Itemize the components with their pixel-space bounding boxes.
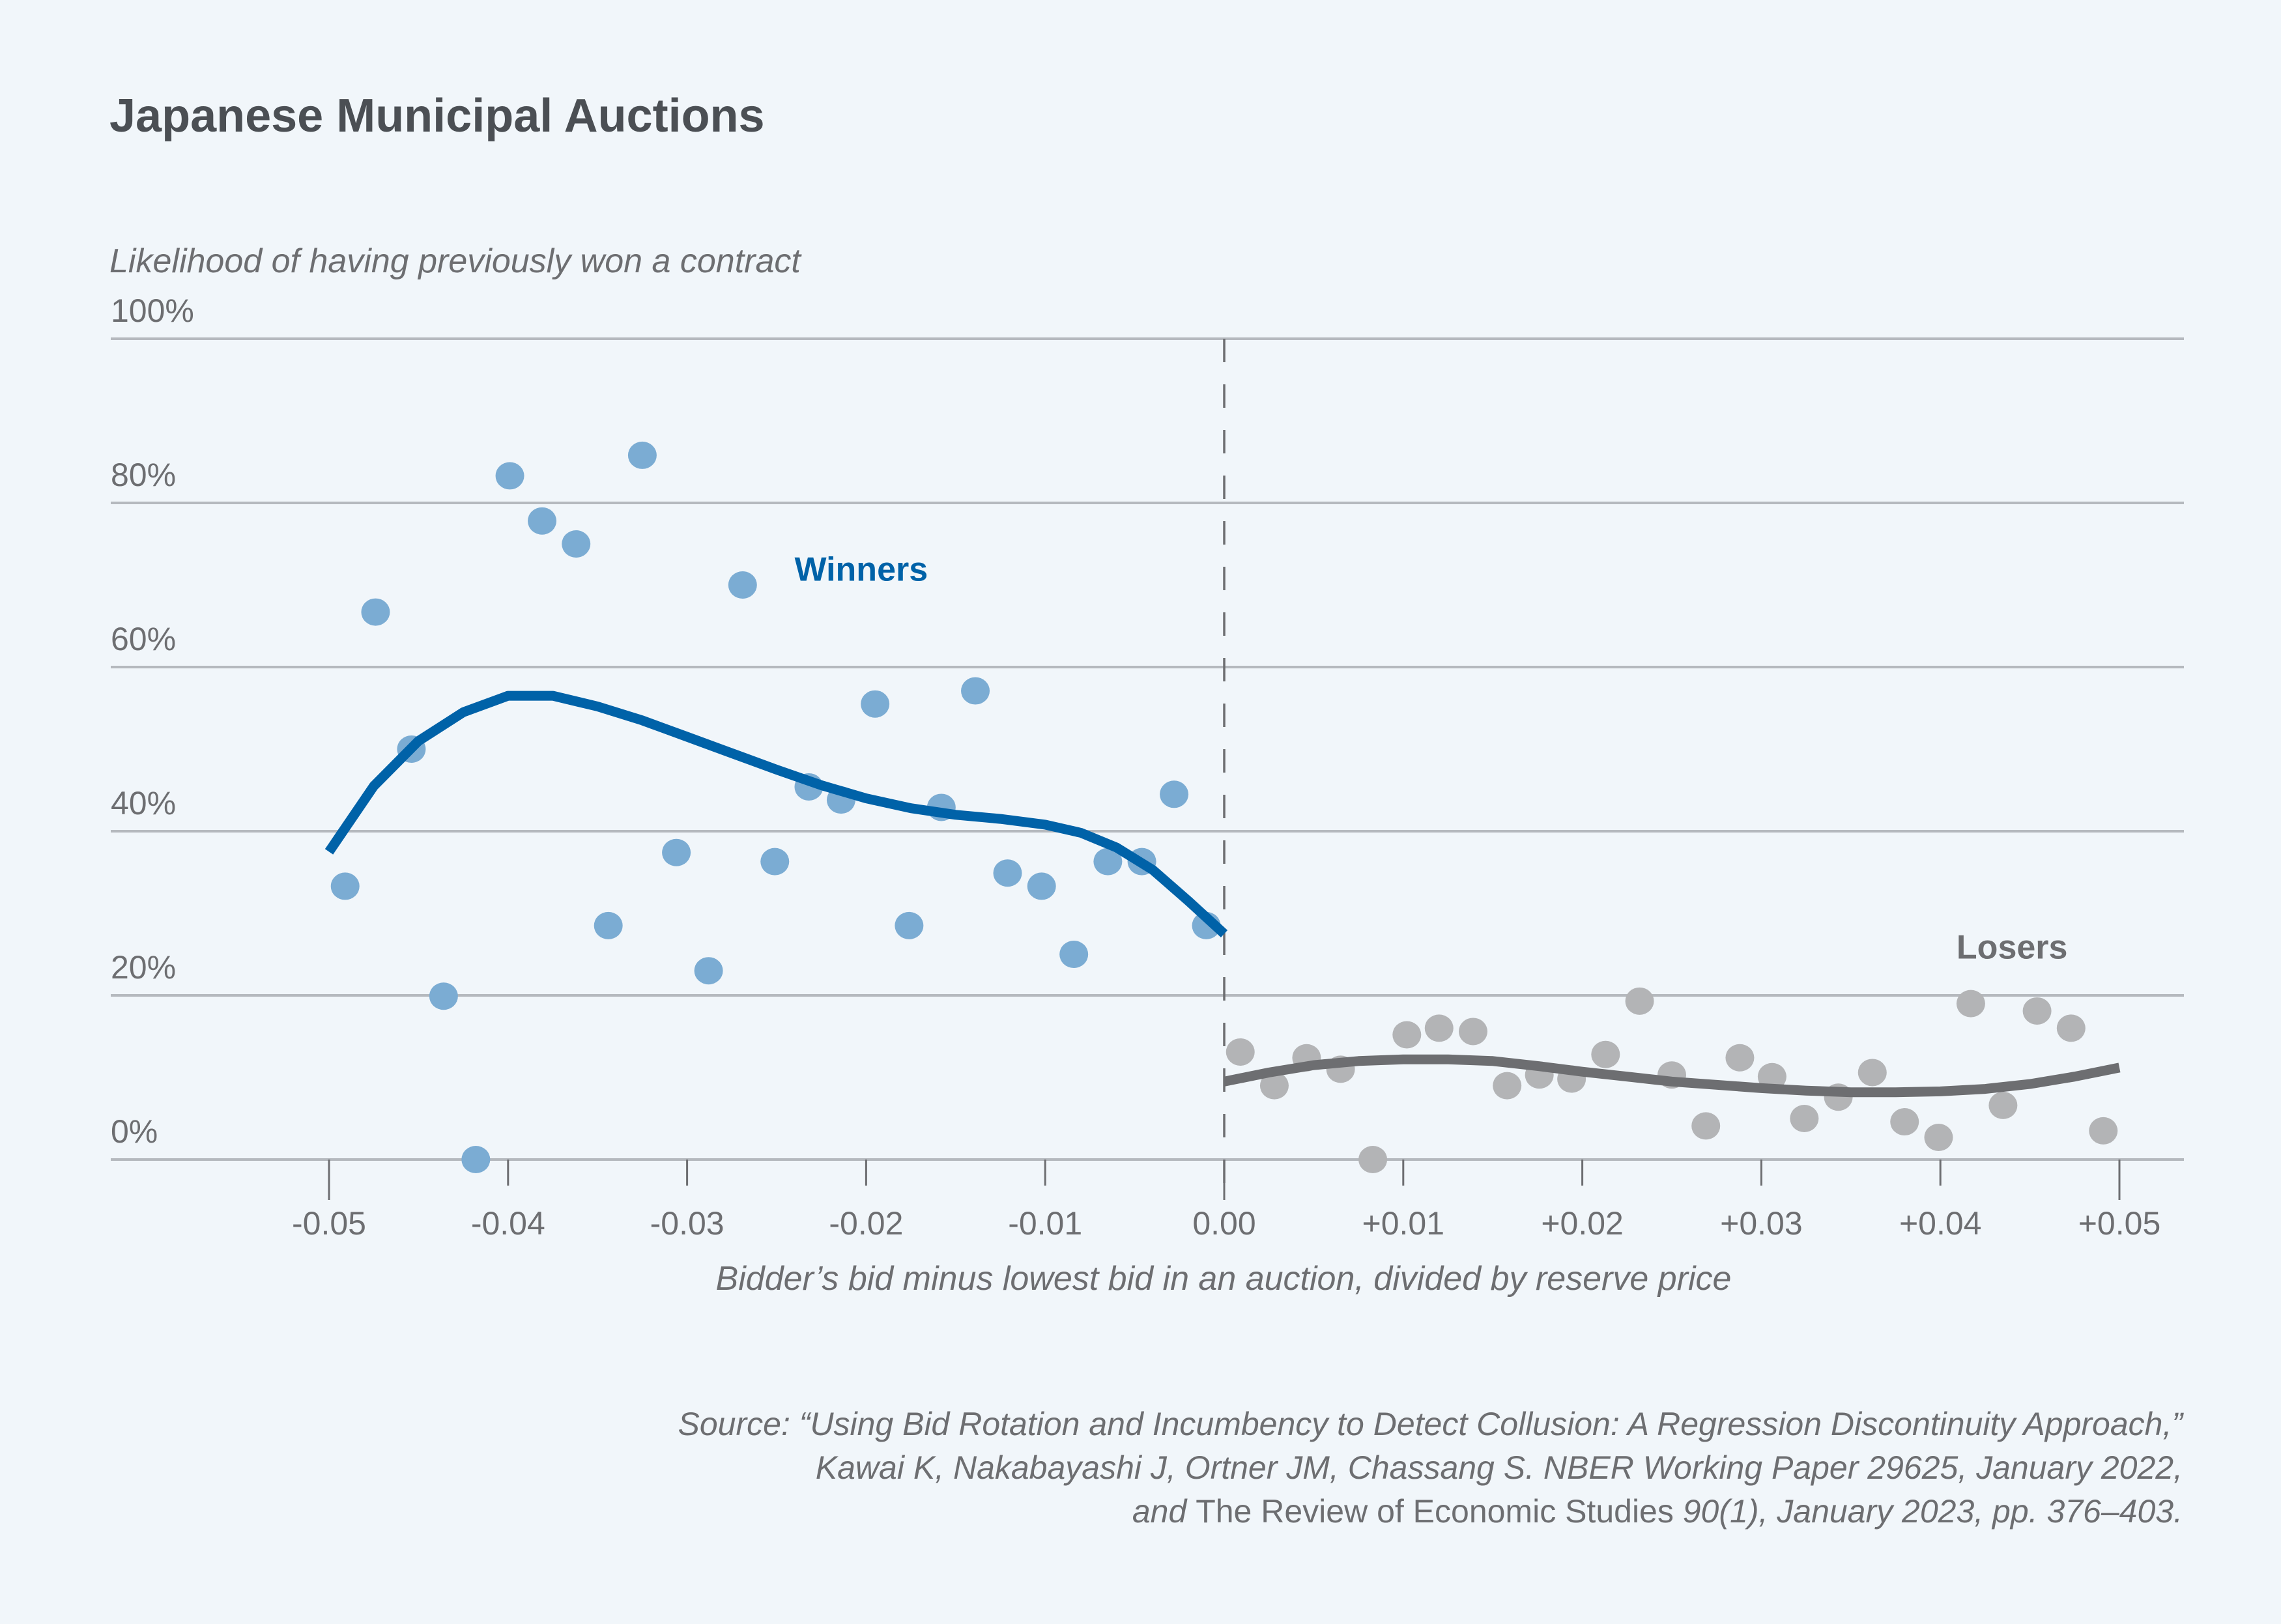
data-point xyxy=(1358,1146,1388,1173)
source-line-1: Source: “Using Bid Rotation and Incumben… xyxy=(678,1406,2185,1442)
data-point xyxy=(961,677,990,705)
data-point xyxy=(2056,1014,2086,1042)
data-point xyxy=(1424,1014,1454,1042)
data-point xyxy=(1858,1059,1887,1087)
data-point xyxy=(495,462,524,490)
chart-title: Japanese Municipal Auctions xyxy=(109,90,765,142)
fit-line-losers xyxy=(1223,1054,2121,1098)
y-tick-label: 0% xyxy=(111,1113,158,1150)
data-point xyxy=(1093,848,1123,876)
data-point xyxy=(993,859,1022,887)
data-point xyxy=(528,507,557,535)
y-axis-label: Likelihood of having previously won a co… xyxy=(109,242,802,280)
data-point xyxy=(1027,872,1056,900)
data-point xyxy=(594,911,623,939)
x-tick-label: -0.02 xyxy=(829,1205,903,1242)
fit-curves xyxy=(324,691,2121,1098)
data-point xyxy=(461,1146,491,1173)
scatter-points xyxy=(330,441,2118,1173)
data-point xyxy=(1160,780,1189,808)
series-labels: Winners Losers xyxy=(794,551,2067,967)
data-point xyxy=(429,982,458,1010)
data-point xyxy=(1924,1123,1953,1151)
fit-line-winners xyxy=(324,691,1228,938)
x-tick-label: -0.04 xyxy=(471,1205,545,1242)
x-tick-label: +0.01 xyxy=(1362,1205,1445,1242)
data-point xyxy=(1226,1038,1255,1066)
data-point xyxy=(1790,1105,1819,1132)
y-tick-label: 60% xyxy=(111,621,176,657)
x-tick-label: 0.00 xyxy=(1192,1205,1255,1242)
data-point xyxy=(861,690,890,718)
data-point xyxy=(2089,1117,2118,1145)
data-point xyxy=(1725,1044,1755,1072)
source-line-3: and The Review of Economic Studies 90(1)… xyxy=(1132,1493,2183,1530)
data-point xyxy=(1591,1040,1620,1068)
y-tick-label: 40% xyxy=(111,785,176,821)
y-tick-label: 20% xyxy=(111,949,176,986)
series-label-losers: Losers xyxy=(1957,928,2068,966)
data-point xyxy=(760,848,790,876)
x-tick-label: -0.01 xyxy=(1008,1205,1082,1242)
x-tick-label: +0.02 xyxy=(1541,1205,1624,1242)
x-tick-label: +0.03 xyxy=(1720,1205,1803,1242)
data-point xyxy=(330,872,360,900)
data-point xyxy=(1691,1112,1721,1140)
data-point xyxy=(1392,1021,1422,1049)
data-point xyxy=(662,838,691,866)
x-axis-label: Bidder’s bid minus lowest bid in an auct… xyxy=(716,1260,1732,1298)
source-line-2: Kawai K, Nakabayashi J, Ortner JM, Chass… xyxy=(816,1449,2183,1486)
data-point xyxy=(627,441,657,469)
data-point xyxy=(728,571,757,599)
data-point xyxy=(1625,987,1654,1015)
source-journal-name: The Review of Economic Studies xyxy=(1196,1493,1674,1530)
source-note: Source: “Using Bid Rotation and Incumben… xyxy=(678,1406,2185,1530)
data-point xyxy=(1956,990,1985,1018)
x-tick-label: +0.05 xyxy=(2078,1205,2161,1242)
x-tick-label: -0.03 xyxy=(650,1205,724,1242)
data-point xyxy=(694,957,723,985)
series-label-winners: Winners xyxy=(794,551,928,589)
y-tick-label: 80% xyxy=(111,457,176,493)
x-tick-label: -0.05 xyxy=(292,1205,366,1242)
x-axis-ticks: -0.05 -0.04 -0.03 -0.02 -0.01 0.00 +0.01 +0.02 +… xyxy=(292,1160,2160,1242)
data-point xyxy=(1493,1072,1522,1100)
data-point xyxy=(1890,1108,1919,1136)
data-point xyxy=(895,911,924,939)
data-point xyxy=(1988,1091,2018,1119)
series-points-winners xyxy=(330,441,1221,1173)
x-tick-label: +0.04 xyxy=(1899,1205,1982,1242)
data-point xyxy=(2022,997,2052,1025)
data-point xyxy=(361,598,390,626)
data-point xyxy=(1259,1072,1289,1100)
y-axis-ticks: 0% 20% 40% 60% 80% 100% xyxy=(111,292,194,1150)
source-line-3-suffix: 90(1), January 2023, pp. 376–403. xyxy=(1674,1493,2183,1530)
data-point xyxy=(562,530,591,558)
y-tick-label: 100% xyxy=(111,292,194,329)
data-point xyxy=(1059,941,1089,968)
source-line-3-prefix: and xyxy=(1132,1493,1196,1530)
data-point xyxy=(1458,1018,1487,1046)
